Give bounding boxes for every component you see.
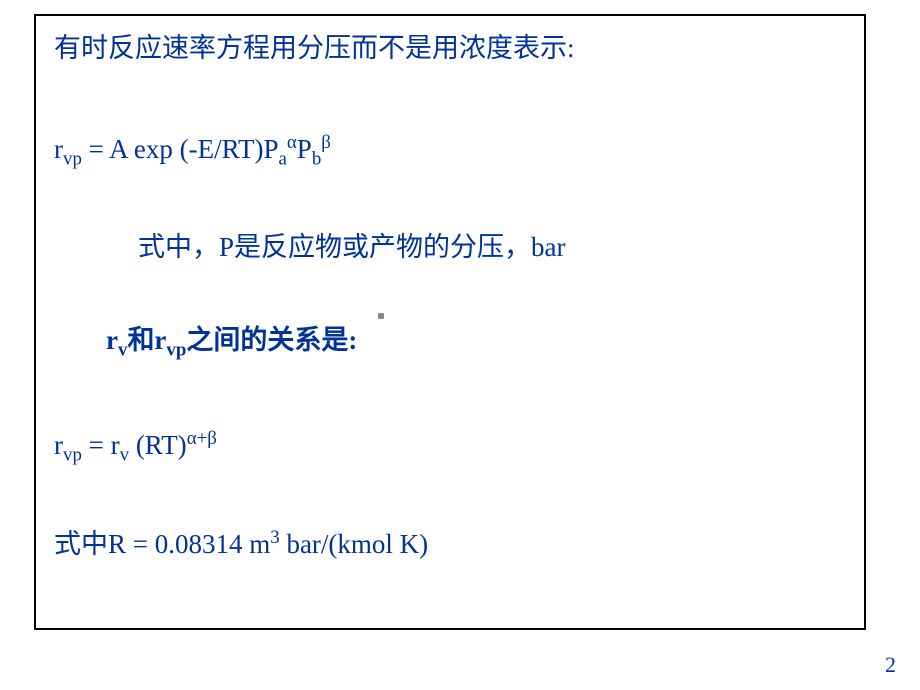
slide-frame: 有时反应速率方程用分压而不是用浓度表示: rvp = A exp (-E/RT)… xyxy=(34,14,866,630)
rel-p3: 之间的关系是: xyxy=(186,325,357,355)
line-equation-1: rvp = A exp (-E/RT)PaαPbβ xyxy=(54,130,846,173)
rel-p1: r xyxy=(106,325,118,355)
text-explain-p: 式中，P是反应物或产物的分压，bar xyxy=(138,232,566,262)
line-r-value: 式中R = 0.08314 m3 bar/(kmol K) xyxy=(54,525,846,564)
eq1-sub-a: a xyxy=(278,148,286,169)
eq2-s2: v xyxy=(120,445,129,466)
eq2-p2: = r xyxy=(82,430,120,460)
eq1-mid2: P xyxy=(297,134,312,164)
eq2-s1: vp xyxy=(63,445,82,466)
line-intro: 有时反应速率方程用分压而不是用浓度表示: xyxy=(54,30,846,68)
eq1-sup-alpha: α xyxy=(287,132,297,153)
slide-bullet-icon xyxy=(378,313,384,319)
rel-p2: 和r xyxy=(127,325,166,355)
line-relation-heading: rv和rvp之间的关系是: xyxy=(54,322,846,364)
eq1-mid1: = A exp (-E/RT)P xyxy=(82,134,279,164)
eq2-p3: (RT) xyxy=(129,430,187,460)
r-p1: 式中R = 0.08314 m xyxy=(54,529,270,559)
text-intro: 有时反应速率方程用分压而不是用浓度表示: xyxy=(54,33,575,63)
r-sup: 3 xyxy=(270,527,279,548)
page-number: 2 xyxy=(885,652,896,678)
r-p2: bar/(kmol K) xyxy=(280,529,428,559)
line-equation-2: rvp = rv (RT)α+β xyxy=(54,426,846,469)
eq1-sup-beta: β xyxy=(321,132,331,153)
eq1-sub-vp: vp xyxy=(63,148,82,169)
eq2-p1: r xyxy=(54,430,63,460)
line-explain-p: 式中，P是反应物或产物的分压，bar xyxy=(54,229,846,267)
eq1-sub-b: b xyxy=(312,148,321,169)
eq1-r: r xyxy=(54,134,63,164)
eq2-sup: α+β xyxy=(187,428,217,449)
rel-s2: vp xyxy=(166,340,186,361)
